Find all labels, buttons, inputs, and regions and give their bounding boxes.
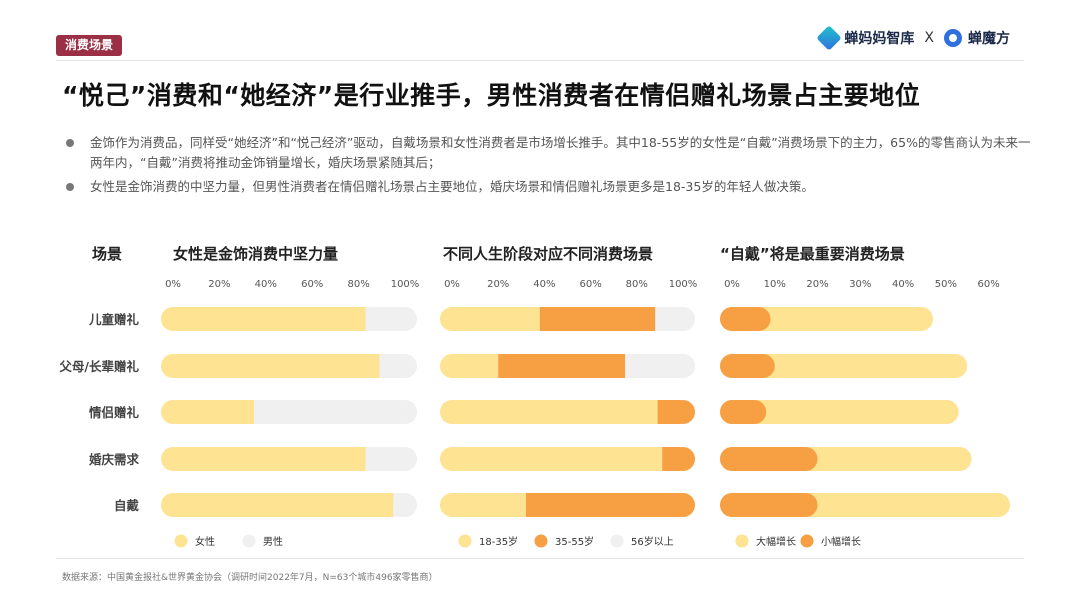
tick-label: 20% bbox=[487, 279, 509, 290]
section-tag: 消费场景 bbox=[56, 35, 123, 56]
brand-b-name: 蝉魔方 bbox=[968, 31, 1010, 47]
data-source: 数据来源：中国黄金报社&世界黄金协会（调研时间2022年7月，N=63个城市49… bbox=[62, 573, 438, 583]
legend-label: 男性 bbox=[263, 535, 283, 548]
tick-label: 60% bbox=[579, 279, 601, 290]
bar-segment bbox=[254, 400, 405, 424]
chart-title: 不同人生阶段对应不同消费场景 bbox=[443, 245, 653, 263]
tick-label: 40% bbox=[892, 279, 914, 290]
category-label: 情侣赠礼 bbox=[89, 405, 140, 420]
bar-segment bbox=[720, 447, 818, 471]
footer-divider bbox=[56, 558, 1024, 559]
legend-swatch bbox=[610, 534, 624, 548]
tick-label: 20% bbox=[208, 279, 230, 290]
tick-label: 50% bbox=[935, 279, 957, 290]
header-divider bbox=[56, 60, 1024, 61]
tick-label: 10% bbox=[764, 279, 786, 290]
page-title: “悦己”消费和“她经济”是行业推手，男性消费者在情侣赠礼场景占主要地位 bbox=[62, 81, 921, 110]
bullet-item: 金饰作为消费品，同样受“她经济”和“悦己经济”驱动，自戴场景和女性消费者是市场增… bbox=[62, 133, 1032, 173]
bar-segment bbox=[452, 307, 540, 331]
bar-cap bbox=[393, 493, 417, 517]
legend-swatch bbox=[735, 534, 749, 548]
bar-cap bbox=[393, 354, 417, 378]
bar-segment bbox=[720, 307, 934, 331]
legend-label: 小幅增长 bbox=[821, 535, 861, 548]
legend-label: 35-55岁 bbox=[555, 535, 594, 548]
legend-swatch bbox=[242, 534, 256, 548]
legend-swatch bbox=[174, 534, 188, 548]
bar-segment bbox=[525, 493, 681, 517]
bar-segment bbox=[173, 493, 394, 517]
tick-label: 100% bbox=[669, 279, 698, 290]
bar-cap bbox=[440, 354, 464, 378]
tick-label: 0% bbox=[444, 279, 460, 290]
legend-label: 大幅增长 bbox=[756, 535, 796, 548]
category-label: 婚庆需求 bbox=[88, 452, 140, 467]
bar-cap bbox=[671, 447, 695, 471]
tick-label: 80% bbox=[347, 279, 369, 290]
brand-logos: 蝉妈妈智库 X 蝉魔方 bbox=[816, 25, 1010, 51]
bar-cap bbox=[671, 493, 695, 517]
bar-segment bbox=[452, 493, 526, 517]
bullet-item: 女性是金饰消费的中坚力量，但男性消费者在情侣赠礼场景占主要地位，婚庆场景和情侣赠… bbox=[62, 177, 1032, 197]
chart-title: “自戴”将是最重要消费场景 bbox=[720, 245, 905, 263]
category-label: 自戴 bbox=[114, 498, 140, 513]
bar-cap bbox=[440, 307, 464, 331]
legend-swatch bbox=[458, 534, 472, 548]
brand-b-icon bbox=[944, 29, 962, 47]
legend-label: 女性 bbox=[195, 535, 215, 548]
bar-segment bbox=[498, 354, 626, 378]
bar-cap bbox=[393, 400, 417, 424]
tick-label: 0% bbox=[724, 279, 740, 290]
tick-label: 80% bbox=[626, 279, 648, 290]
tick-label: 40% bbox=[255, 279, 277, 290]
bar-segment bbox=[173, 307, 366, 331]
bar-segment bbox=[173, 354, 380, 378]
legend-swatch bbox=[534, 534, 548, 548]
brand-separator: X bbox=[924, 30, 934, 46]
bar-segment bbox=[720, 400, 767, 424]
bar-cap bbox=[161, 354, 185, 378]
bar-cap bbox=[440, 447, 464, 471]
tick-label: 100% bbox=[391, 279, 420, 290]
bar-segment bbox=[539, 307, 656, 331]
bar-segment bbox=[720, 354, 968, 378]
bar-segment bbox=[720, 493, 818, 517]
bullet-list: 金饰作为消费品，同样受“她经济”和“悦己经济”驱动，自戴场景和女性消费者是市场增… bbox=[62, 133, 1032, 201]
category-label: 父母/长辈赠礼 bbox=[58, 359, 139, 374]
brand-a-name: 蝉妈妈智库 bbox=[844, 31, 915, 47]
bar-segment bbox=[452, 400, 658, 424]
tick-label: 60% bbox=[301, 279, 323, 290]
legend-swatch bbox=[800, 534, 814, 548]
tick-label: 60% bbox=[977, 279, 999, 290]
bar-cap bbox=[671, 307, 695, 331]
bar-cap bbox=[671, 400, 695, 424]
row-header: 场景 bbox=[92, 245, 122, 263]
bar-cap bbox=[393, 307, 417, 331]
bar-cap bbox=[671, 354, 695, 378]
bar-cap bbox=[440, 493, 464, 517]
bar-segment bbox=[173, 447, 366, 471]
tick-label: 30% bbox=[849, 279, 871, 290]
bar-segment bbox=[720, 354, 775, 378]
legend-label: 56岁以上 bbox=[631, 535, 674, 548]
tick-label: 0% bbox=[165, 279, 181, 290]
bar-segment bbox=[720, 307, 771, 331]
bar-cap bbox=[161, 400, 185, 424]
bar-cap bbox=[161, 307, 185, 331]
bar-cap bbox=[161, 493, 185, 517]
bar-segment bbox=[720, 400, 959, 424]
bar-segment bbox=[173, 400, 255, 424]
legend-label: 18-35岁 bbox=[479, 535, 518, 548]
tick-label: 40% bbox=[533, 279, 555, 290]
bar-segment bbox=[452, 447, 663, 471]
tick-label: 20% bbox=[806, 279, 828, 290]
chart-title: 女性是金饰消费中坚力量 bbox=[173, 245, 338, 263]
bar-cap bbox=[440, 400, 464, 424]
bar-cap bbox=[393, 447, 417, 471]
bar-cap bbox=[161, 447, 185, 471]
category-label: 儿童赠礼 bbox=[88, 312, 140, 327]
